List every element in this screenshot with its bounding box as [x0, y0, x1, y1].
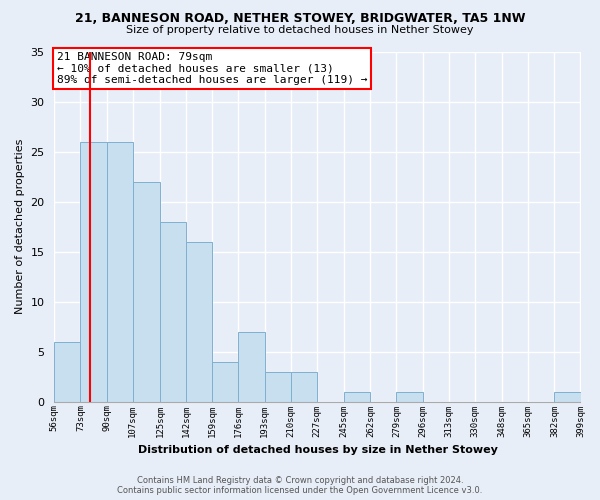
- Bar: [80, 142, 107, 402]
- X-axis label: Distribution of detached houses by size in Nether Stowey: Distribution of detached houses by size …: [137, 445, 497, 455]
- Text: Size of property relative to detached houses in Nether Stowey: Size of property relative to detached ho…: [126, 25, 474, 35]
- Bar: [212, 362, 238, 402]
- Bar: [133, 182, 160, 402]
- Bar: [265, 372, 290, 402]
- Bar: [238, 332, 265, 402]
- Y-axis label: Number of detached properties: Number of detached properties: [15, 139, 25, 314]
- Bar: [344, 392, 370, 402]
- Bar: [160, 222, 187, 402]
- Bar: [397, 392, 422, 402]
- Bar: [187, 242, 212, 402]
- Bar: [290, 372, 317, 402]
- Bar: [554, 392, 581, 402]
- Bar: [107, 142, 133, 402]
- Text: Contains HM Land Registry data © Crown copyright and database right 2024.
Contai: Contains HM Land Registry data © Crown c…: [118, 476, 482, 495]
- Text: 21, BANNESON ROAD, NETHER STOWEY, BRIDGWATER, TA5 1NW: 21, BANNESON ROAD, NETHER STOWEY, BRIDGW…: [75, 12, 525, 26]
- Text: 21 BANNESON ROAD: 79sqm
← 10% of detached houses are smaller (13)
89% of semi-de: 21 BANNESON ROAD: 79sqm ← 10% of detache…: [57, 52, 368, 84]
- Bar: [55, 342, 80, 402]
